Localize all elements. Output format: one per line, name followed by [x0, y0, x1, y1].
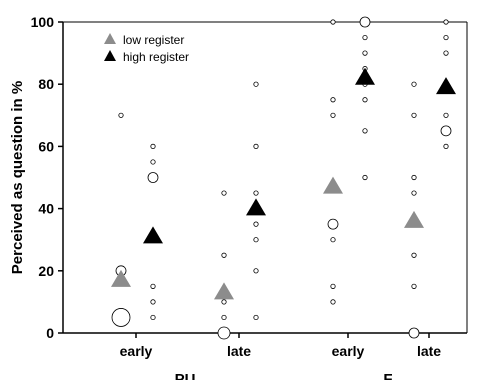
y-tick-label: 0	[46, 325, 54, 341]
individual-point	[221, 314, 227, 321]
individual-point	[330, 237, 336, 243]
individual-point	[411, 112, 417, 118]
individual-point	[330, 19, 336, 25]
individual-point	[359, 16, 371, 28]
y-tick-label: 100	[31, 14, 55, 30]
individual-point	[217, 326, 231, 340]
y-tick-label: 40	[38, 201, 54, 217]
individual-point	[330, 283, 336, 289]
axes: 0 20 40 60 80 100 early late early late PU F	[31, 14, 468, 380]
legend: low register high register	[104, 33, 189, 64]
individual-point	[253, 81, 259, 87]
individual-point	[253, 190, 259, 196]
mean-triangle	[214, 282, 234, 300]
individual-point	[408, 327, 420, 339]
individual-point	[253, 143, 259, 149]
mean-markers	[111, 67, 456, 300]
individual-point	[221, 299, 227, 305]
y-tick-label: 80	[38, 76, 54, 92]
mean-triangle	[111, 269, 131, 287]
mean-triangle	[436, 77, 456, 95]
individual-point	[443, 19, 449, 25]
individual-point	[253, 237, 259, 243]
legend-label: high register	[123, 50, 189, 64]
y-axis-title: Perceived as question in %	[9, 81, 26, 274]
individual-point	[330, 97, 336, 103]
individual-point	[411, 283, 417, 289]
individual-point	[411, 252, 417, 258]
individual-point	[411, 174, 417, 181]
individual-point	[443, 143, 449, 149]
individual-point	[362, 128, 368, 134]
x-tick-label: early	[120, 343, 153, 359]
x-group-label: PU	[175, 371, 196, 380]
mean-triangle	[143, 226, 163, 244]
individual-point	[150, 283, 156, 289]
individual-point	[362, 50, 368, 56]
individual-point	[362, 174, 368, 181]
individual-point	[411, 190, 417, 196]
individual-point	[440, 125, 452, 137]
individual-point	[411, 81, 417, 87]
individual-point	[118, 112, 124, 118]
mean-triangle	[355, 67, 375, 85]
individual-point	[150, 299, 156, 305]
legend-marker	[104, 50, 116, 61]
y-tick-label: 20	[38, 263, 54, 279]
individual-point	[221, 190, 227, 196]
data-points	[111, 16, 452, 340]
individual-point	[253, 221, 259, 227]
individual-point	[150, 143, 156, 149]
individual-point	[147, 172, 159, 183]
mean-triangle	[246, 198, 266, 216]
x-group-label: F	[383, 371, 392, 380]
mean-triangle	[404, 210, 424, 228]
individual-point	[253, 268, 259, 274]
individual-point	[443, 34, 449, 41]
individual-point	[330, 299, 336, 305]
individual-point	[221, 252, 227, 258]
x-tick-label: late	[417, 343, 441, 359]
individual-point	[443, 50, 449, 56]
individual-point	[111, 308, 131, 327]
x-tick-label: late	[227, 343, 251, 359]
individual-point	[150, 314, 156, 321]
individual-point	[362, 34, 368, 41]
individual-point	[362, 97, 368, 103]
y-tick-label: 60	[38, 138, 54, 154]
legend-label: low register	[123, 33, 184, 47]
legend-marker	[104, 33, 116, 44]
individual-point	[330, 112, 336, 118]
individual-point	[327, 218, 339, 230]
mean-triangle	[323, 176, 343, 194]
individual-point	[443, 112, 449, 118]
individual-point	[150, 159, 156, 165]
x-tick-label: early	[332, 343, 365, 359]
individual-point	[253, 314, 259, 321]
